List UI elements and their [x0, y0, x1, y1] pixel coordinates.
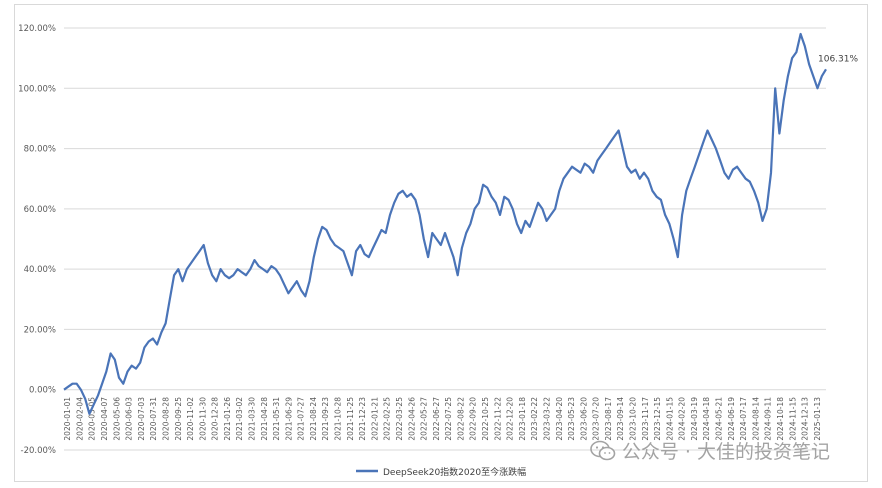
x-tick-label: 2022-01-21: [370, 397, 379, 441]
x-tick-label: 2024-09-11: [764, 397, 773, 441]
x-tick-label: 2021-08-24: [309, 397, 318, 441]
x-tick-label: 2020-07-31: [149, 397, 158, 441]
x-tick-label: 2020-11-02: [186, 397, 195, 441]
x-tick-label: 2022-12-20: [506, 397, 515, 441]
x-tick-label: 2024-10-18: [776, 397, 785, 441]
x-tick-label: 2023-12-15: [653, 397, 662, 441]
x-tick-label: 2022-03-25: [395, 397, 404, 441]
x-tick-label: 2020-01-01: [63, 397, 72, 441]
y-tick-label: 100.00%: [18, 84, 56, 94]
x-tick-label: 2020-06-03: [125, 397, 134, 441]
x-tick-label: 2021-12-23: [358, 397, 367, 441]
y-tick-label: 20.00%: [24, 325, 56, 335]
y-tick-label: 40.00%: [24, 265, 56, 275]
x-tick-label: 2022-08-22: [456, 397, 465, 441]
x-tick-label: 2022-07-25: [444, 397, 453, 441]
x-tick-label: 2024-01-15: [665, 397, 674, 441]
x-tick-label: 2021-09-23: [321, 397, 330, 441]
x-tick-label: 2021-01-26: [223, 397, 232, 441]
x-tick-label: 2024-08-14: [751, 397, 760, 441]
x-tick-label: 2025-01-13: [813, 397, 822, 441]
x-tick-label: 2020-07-03: [137, 397, 146, 441]
x-tick-label: 2023-08-17: [604, 397, 613, 441]
x-tick-label: 2023-06-20: [579, 397, 588, 441]
x-tick-label: 2021-10-28: [334, 397, 343, 441]
x-tick-label: 2020-03-05: [88, 397, 97, 441]
x-tick-label: 2024-03-19: [690, 397, 699, 441]
x-tick-label: 2024-02-20: [678, 397, 687, 441]
x-tick-label: 2020-11-30: [198, 397, 207, 441]
series-line: [63, 32, 827, 415]
x-tick-label: 2020-12-28: [211, 397, 220, 441]
x-tick-label: 2021-05-31: [272, 397, 281, 441]
end-value-label: 106.31%: [818, 54, 858, 64]
x-tick-label: 2024-05-21: [715, 397, 724, 441]
x-tick-label: 2024-11-15: [788, 397, 797, 441]
x-tick-label: 2022-02-25: [383, 397, 392, 441]
watermark-text: 公众号 · 大佳的投资笔记: [621, 441, 830, 463]
x-tick-label: 2020-04-07: [100, 397, 109, 441]
x-tick-label: 2022-05-27: [420, 397, 429, 441]
x-tick-label: 2024-07-17: [739, 397, 748, 441]
x-tick-label: 2021-11-25: [346, 397, 355, 441]
watermark: 公众号 · 大佳的投资笔记: [590, 437, 830, 464]
x-tick-label: 2020-05-06: [112, 397, 121, 441]
y-tick-label: -20.00%: [21, 446, 56, 456]
x-tick-label: 2020-08-28: [161, 397, 170, 441]
x-tick-label: 2020-02-04: [75, 397, 84, 441]
x-tick-label: 2024-12-13: [801, 397, 810, 441]
x-tick-label: 2022-04-26: [407, 397, 416, 441]
x-tick-label: 2023-07-20: [592, 397, 601, 441]
legend-label: DeepSeek20指数2020至今涨跌幅: [383, 466, 526, 478]
x-tick-label: 2022-10-25: [481, 397, 490, 441]
x-tick-label: 2023-10-20: [629, 397, 638, 441]
x-tick-label: 2021-03-30: [248, 397, 257, 441]
x-tick-label: 2021-07-27: [297, 397, 306, 441]
y-tick-label: 0.00%: [29, 386, 56, 396]
y-tick-label: 80.00%: [24, 145, 56, 155]
x-tick-label: 2023-03-22: [542, 397, 551, 441]
x-tick-label: 2021-04-28: [260, 397, 269, 441]
x-tick-label: 2024-04-18: [702, 397, 711, 441]
x-tick-label: 2020-09-25: [174, 397, 183, 441]
x-tick-label: 2022-11-22: [493, 397, 502, 441]
y-tick-label: 60.00%: [24, 205, 56, 215]
x-tick-label: 2022-09-20: [469, 397, 478, 441]
x-tick-label: 2023-09-14: [616, 397, 625, 441]
x-tick-label: 2023-11-17: [641, 397, 650, 441]
x-tick-label: 2024-06-19: [727, 397, 736, 441]
x-tick-label: 2023-04-20: [555, 397, 564, 441]
y-tick-label: 120.00%: [18, 24, 56, 34]
x-tick-label: 2023-01-18: [518, 397, 527, 441]
x-tick-label: 2021-06-29: [284, 397, 293, 441]
wechat-icon: [590, 440, 616, 460]
x-tick-label: 2023-05-23: [567, 397, 576, 441]
x-tick-label: 2023-02-22: [530, 397, 539, 441]
x-tick-label: 2021-03-02: [235, 397, 244, 441]
x-tick-label: 2022-06-27: [432, 397, 441, 441]
